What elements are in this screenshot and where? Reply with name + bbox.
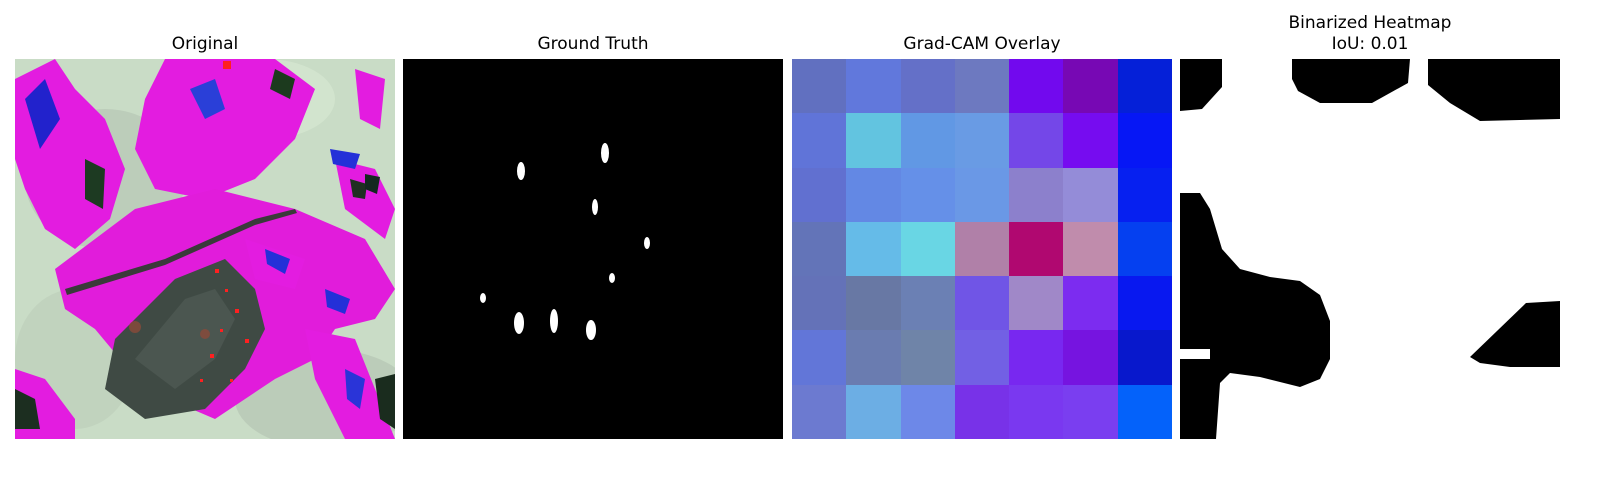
- gradcam-cell: [1117, 113, 1172, 168]
- gradcam-cell: [900, 59, 955, 114]
- ground-truth-image: [403, 59, 783, 439]
- gradcam-cell: [954, 330, 1010, 385]
- gradcam-cell: [1117, 221, 1172, 277]
- gradcam-cell: [900, 167, 955, 222]
- binarized-title: Binarized Heatmap: [1288, 13, 1452, 33]
- ground-truth-mask: [403, 59, 783, 439]
- mask-region: [1428, 59, 1560, 121]
- gradcam-cell: [1009, 59, 1064, 114]
- gradcam-cell: [792, 113, 847, 168]
- mask-region: [1470, 301, 1560, 367]
- gradcam-cell: [954, 167, 1010, 222]
- iou-label: IoU: 0.01: [1331, 34, 1409, 54]
- gradcam-cell: [1117, 330, 1172, 385]
- gradcam-cell: [1063, 330, 1118, 385]
- gradcam-cell: [1063, 221, 1118, 277]
- gradcam-image: [792, 59, 1172, 439]
- gradcam-cell: [1117, 167, 1172, 222]
- gradcam-cell: [1117, 276, 1172, 331]
- gradcam-heatmap-grid: [792, 59, 1172, 439]
- gradcam-cell: [1009, 276, 1064, 331]
- gradcam-cell: [954, 384, 1010, 439]
- gradcam-cell: [1009, 221, 1064, 277]
- gradcam-cell: [846, 221, 901, 277]
- gradcam-cell: [846, 384, 901, 439]
- mask-region: [1292, 59, 1410, 103]
- gradcam-cell: [846, 276, 901, 331]
- gradcam-cell: [954, 59, 1010, 114]
- binarized-panel: Binarized Heatmap IoU: 0.01: [1180, 0, 1560, 500]
- original-image: [15, 59, 395, 439]
- mask-region: [1180, 193, 1330, 439]
- gradcam-cell: [900, 276, 955, 331]
- gradcam-cell: [954, 113, 1010, 168]
- ground-truth-title: Ground Truth: [537, 34, 649, 54]
- gradcam-cell: [900, 330, 955, 385]
- gradcam-cell: [1063, 276, 1118, 331]
- gt-spot: [609, 273, 615, 283]
- gradcam-cell: [1009, 330, 1064, 385]
- gradcam-cell: [1117, 384, 1172, 439]
- gradcam-cell: [1009, 167, 1064, 222]
- gradcam-cell: [1117, 59, 1172, 114]
- gradcam-title: Grad-CAM Overlay: [903, 34, 1061, 54]
- binarized-image: [1180, 59, 1560, 439]
- gradcam-cell: [792, 330, 847, 385]
- gt-spot: [586, 320, 596, 340]
- gradcam-cell: [1063, 59, 1118, 114]
- leaf-photo: [15, 59, 395, 439]
- original-title: Original: [171, 34, 239, 54]
- gt-spot: [480, 293, 486, 303]
- gradcam-cell: [1009, 113, 1064, 168]
- gt-spot: [644, 237, 650, 249]
- gt-spot: [517, 162, 525, 180]
- gradcam-cell: [1063, 384, 1118, 439]
- gradcam-cell: [792, 384, 847, 439]
- gradcam-panel: Grad-CAM Overlay: [792, 0, 1172, 500]
- gradcam-cell: [1063, 167, 1118, 222]
- gradcam-cell: [846, 330, 901, 385]
- gt-spot: [550, 309, 558, 333]
- gradcam-cell: [792, 276, 847, 331]
- gt-spot: [514, 312, 524, 334]
- gt-spot: [601, 143, 609, 163]
- gradcam-cell: [1063, 113, 1118, 168]
- gradcam-cell: [846, 113, 901, 168]
- gradcam-cell: [954, 221, 1010, 277]
- gradcam-cell: [900, 221, 955, 277]
- ground-truth-panel: Ground Truth: [403, 0, 783, 500]
- gradcam-cell: [900, 384, 955, 439]
- gradcam-cell: [792, 167, 847, 222]
- gradcam-cell: [1009, 384, 1064, 439]
- gradcam-cell: [954, 276, 1010, 331]
- binarized-mask: [1180, 59, 1560, 439]
- gradcam-cell: [900, 113, 955, 168]
- gradcam-cell: [846, 167, 901, 222]
- mask-region: [1180, 59, 1222, 111]
- gt-spot: [592, 199, 598, 215]
- gradcam-cell: [792, 59, 847, 114]
- original-panel: Original: [15, 0, 395, 500]
- gradcam-cell: [792, 221, 847, 277]
- gradcam-cell: [846, 59, 901, 114]
